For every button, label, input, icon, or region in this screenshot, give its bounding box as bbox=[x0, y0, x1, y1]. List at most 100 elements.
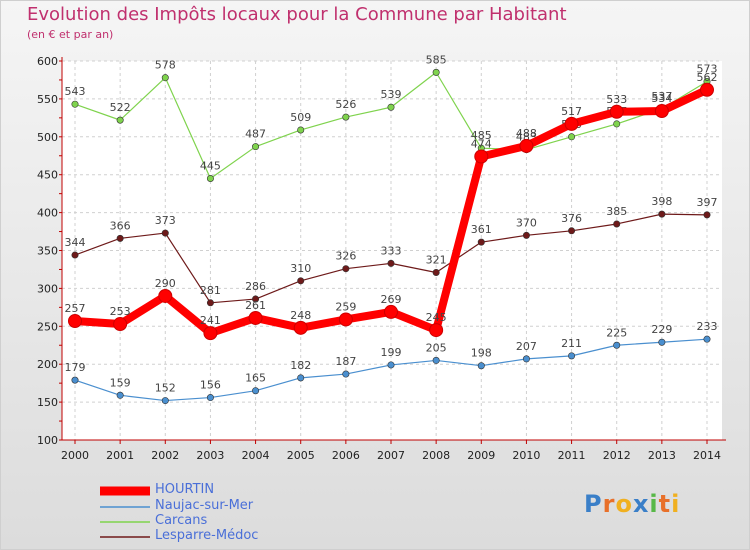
data-point bbox=[384, 304, 398, 319]
legend-label: HOURTIN bbox=[155, 482, 215, 497]
logo-letter: i bbox=[649, 490, 659, 518]
data-label: 370 bbox=[516, 216, 537, 229]
x-tick-label: 2001 bbox=[106, 449, 134, 462]
data-label: 344 bbox=[65, 236, 86, 249]
x-tick-label: 2010 bbox=[512, 449, 540, 462]
data-label: 233 bbox=[697, 320, 718, 333]
data-point bbox=[297, 126, 305, 134]
data-label: 397 bbox=[697, 196, 718, 209]
data-point bbox=[387, 259, 395, 267]
data-point bbox=[158, 288, 173, 303]
data-point bbox=[564, 116, 579, 131]
y-tick-label: 250 bbox=[37, 320, 58, 333]
data-point bbox=[206, 174, 214, 182]
data-point bbox=[68, 313, 82, 328]
data-point bbox=[432, 68, 440, 76]
y-tick-label: 200 bbox=[37, 358, 58, 371]
data-label: 165 bbox=[245, 372, 266, 385]
x-tick-label: 2003 bbox=[196, 449, 224, 462]
data-point bbox=[700, 82, 714, 97]
data-point bbox=[477, 238, 485, 246]
logo-letter: i bbox=[671, 490, 681, 518]
x-tick-label: 2009 bbox=[467, 449, 495, 462]
data-label: 543 bbox=[65, 85, 86, 98]
data-label: 539 bbox=[381, 88, 402, 101]
logo-letter: P bbox=[584, 490, 603, 518]
y-tick-label: 550 bbox=[37, 93, 58, 106]
data-point bbox=[71, 100, 79, 108]
data-point bbox=[568, 227, 576, 235]
data-label: 199 bbox=[381, 346, 402, 359]
data-label: 321 bbox=[426, 253, 447, 266]
data-label: 361 bbox=[471, 223, 492, 236]
data-point bbox=[252, 387, 260, 395]
data-point bbox=[654, 104, 669, 119]
data-point bbox=[116, 391, 124, 399]
data-point bbox=[613, 341, 621, 349]
legend-label: Carcans bbox=[155, 513, 208, 528]
data-point bbox=[113, 317, 128, 332]
data-point bbox=[432, 268, 440, 276]
x-tick-label: 2008 bbox=[422, 449, 450, 462]
data-point bbox=[474, 149, 489, 164]
data-label: 290 bbox=[155, 277, 176, 290]
data-point bbox=[71, 251, 79, 259]
data-label: 578 bbox=[155, 59, 176, 72]
data-point bbox=[297, 277, 305, 285]
data-label: 310 bbox=[290, 262, 311, 275]
data-label: 398 bbox=[651, 195, 672, 208]
data-point bbox=[252, 143, 260, 151]
x-tick-label: 2006 bbox=[332, 449, 360, 462]
data-point bbox=[522, 355, 530, 363]
data-label: 534 bbox=[651, 92, 672, 105]
data-label: 225 bbox=[606, 326, 627, 339]
data-label: 474 bbox=[471, 138, 492, 151]
data-label: 366 bbox=[110, 219, 131, 232]
data-point bbox=[116, 116, 124, 124]
data-label: 179 bbox=[65, 361, 86, 374]
x-tick-label: 2014 bbox=[693, 449, 721, 462]
data-label: 259 bbox=[335, 300, 356, 313]
data-label: 261 bbox=[245, 299, 266, 312]
data-label: 205 bbox=[426, 341, 447, 354]
y-tick-label: 600 bbox=[37, 55, 58, 68]
data-label: 373 bbox=[155, 214, 176, 227]
data-label: 376 bbox=[561, 212, 582, 225]
x-tick-label: 2004 bbox=[242, 449, 270, 462]
data-label: 198 bbox=[471, 347, 492, 360]
data-label: 445 bbox=[200, 159, 221, 172]
data-label: 526 bbox=[335, 98, 356, 111]
data-point bbox=[609, 104, 624, 119]
data-label: 245 bbox=[426, 311, 447, 324]
data-point bbox=[116, 234, 124, 242]
data-point bbox=[658, 210, 666, 218]
data-label: 537 bbox=[651, 90, 672, 103]
data-point bbox=[342, 113, 350, 121]
x-tick-label: 2013 bbox=[648, 449, 676, 462]
y-tick-label: 150 bbox=[37, 396, 58, 409]
x-tick-label: 2000 bbox=[61, 449, 89, 462]
y-tick-label: 350 bbox=[37, 245, 58, 258]
data-label: 333 bbox=[381, 244, 402, 257]
data-point bbox=[297, 374, 305, 382]
data-label: 241 bbox=[200, 314, 221, 327]
data-point bbox=[522, 231, 530, 239]
data-label: 156 bbox=[200, 379, 221, 392]
data-label: 522 bbox=[110, 101, 131, 114]
x-tick-label: 2012 bbox=[603, 449, 631, 462]
chart-subtitle: (en € et par an) bbox=[27, 28, 114, 41]
data-point bbox=[568, 133, 576, 141]
data-point bbox=[432, 356, 440, 364]
data-label: 488 bbox=[516, 127, 537, 140]
data-label: 533 bbox=[606, 93, 627, 106]
y-tick-label: 300 bbox=[37, 282, 58, 295]
data-point bbox=[203, 326, 218, 341]
data-label: 187 bbox=[335, 355, 356, 368]
data-point bbox=[338, 312, 353, 327]
data-label: 248 bbox=[290, 309, 311, 322]
x-tick-label: 2007 bbox=[377, 449, 405, 462]
data-label: 207 bbox=[516, 340, 537, 353]
data-point bbox=[161, 397, 169, 405]
logo-letter: o bbox=[615, 490, 633, 518]
